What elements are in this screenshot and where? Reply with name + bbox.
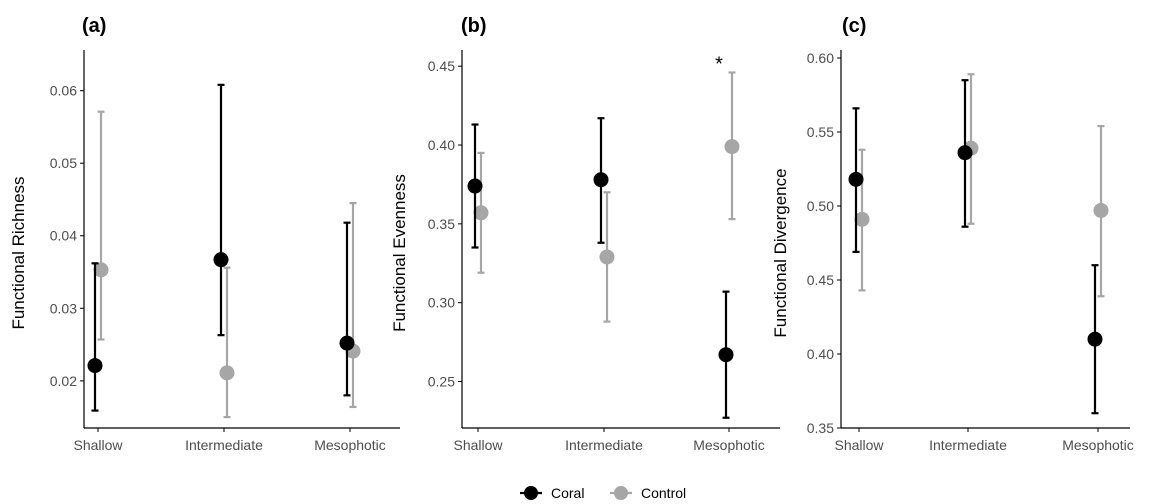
data-point-control [473, 205, 489, 221]
panel-label: (b) [461, 15, 487, 37]
y-tick-label: 0.06 [50, 83, 77, 99]
x-tick-label: Intermediate [929, 437, 1007, 453]
series-coral [87, 83, 355, 412]
y-tick-label: 0.35 [807, 420, 834, 436]
y-axis-label: Functional Divergence [771, 168, 790, 337]
data-point-coral [213, 252, 229, 268]
y-tick-label: 0.45 [428, 58, 455, 74]
series-control [473, 71, 740, 323]
x-tick-label: Intermediate [185, 437, 263, 453]
legend: Coral Control [520, 485, 686, 501]
y-tick-label: 0.02 [50, 373, 77, 389]
x-tick-label: Shallow [834, 437, 884, 453]
data-point-control [93, 262, 109, 278]
y-tick-label: 0.60 [807, 50, 834, 66]
data-point-control [854, 211, 870, 227]
panel-2: 0.25 0.30 0.35 0.40 0.45 Shallow Intermediate M… [390, 15, 780, 453]
data-point-coral [593, 172, 609, 188]
y-tick-label: 0.30 [428, 295, 455, 311]
panel-label: (c) [842, 15, 866, 37]
y-tick-label: 0.03 [50, 300, 77, 316]
data-point-coral [467, 178, 483, 194]
series-control [93, 110, 361, 419]
y-tick-label: 0.25 [428, 373, 455, 389]
x-tick-label: Mesophotic [1062, 437, 1134, 453]
y-tick-label: 0.40 [807, 346, 834, 362]
x-tick-label: Mesophotic [314, 437, 386, 453]
data-point-control [599, 249, 615, 265]
panel-1: 0.02 0.03 0.04 0.05 0.06 Shallow Intermediate M… [9, 15, 400, 453]
legend-label: Coral [551, 485, 584, 501]
data-point-coral [957, 145, 973, 161]
data-point-coral [848, 171, 864, 187]
x-tick-label: Intermediate [565, 437, 643, 453]
legend-key-point [614, 486, 628, 500]
data-point-control [1093, 202, 1109, 218]
panel-3: 0.35 0.40 0.45 0.50 0.55 0.60 Shallow Intermedi… [771, 15, 1134, 453]
series-coral [467, 117, 734, 419]
y-tick-label: 0.40 [428, 137, 455, 153]
legend-item-coral: Coral [520, 485, 584, 501]
significance-marker: * [715, 54, 723, 76]
data-point-coral [718, 347, 734, 363]
x-tick-label: Shallow [453, 437, 503, 453]
data-point-control [219, 365, 235, 381]
y-tick-label: 0.35 [428, 216, 455, 232]
data-point-coral [1087, 331, 1103, 347]
legend-item-control: Control [610, 485, 686, 501]
legend-label: Control [641, 485, 686, 501]
data-point-control [724, 139, 740, 155]
y-tick-label: 0.04 [50, 228, 77, 244]
x-tick-label: Shallow [73, 437, 123, 453]
series-coral [848, 79, 1103, 415]
series-control [854, 73, 1109, 298]
y-tick-label: 0.50 [807, 198, 834, 214]
legend-key-point [524, 486, 538, 500]
data-point-coral [339, 335, 355, 351]
data-point-coral [87, 358, 103, 374]
y-axis-label: Functional Evenness [390, 174, 409, 332]
y-axis-label: Functional Richness [9, 176, 28, 329]
x-tick-label: Mesophotic [693, 437, 765, 453]
panel-label: (a) [82, 15, 106, 37]
y-tick-label: 0.45 [807, 272, 834, 288]
y-tick-label: 0.05 [50, 155, 77, 171]
y-tick-label: 0.55 [807, 124, 834, 140]
